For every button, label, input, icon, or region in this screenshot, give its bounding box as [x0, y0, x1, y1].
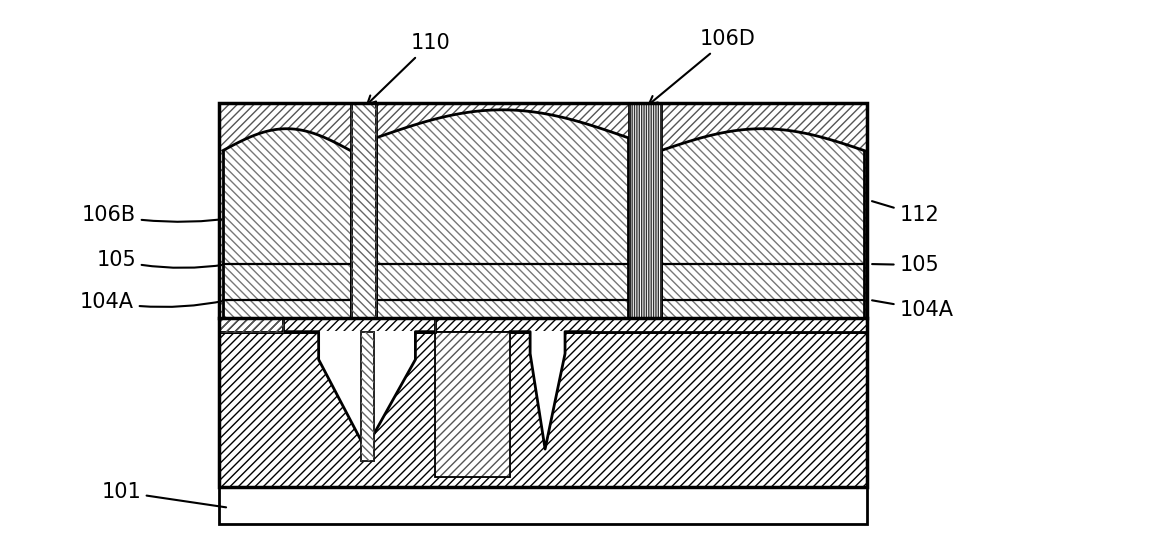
Polygon shape — [661, 129, 864, 318]
Bar — [219, 318, 867, 332]
Bar — [435, 332, 510, 477]
Bar — [219, 332, 867, 487]
Text: 101: 101 — [101, 482, 226, 508]
Text: 105: 105 — [872, 255, 939, 275]
Text: 104A: 104A — [872, 300, 953, 320]
Bar — [219, 332, 867, 487]
Polygon shape — [376, 110, 628, 318]
Bar — [219, 487, 867, 524]
Bar — [350, 103, 376, 318]
Bar — [219, 318, 282, 332]
Bar — [219, 103, 867, 487]
Bar — [629, 103, 661, 318]
Bar — [435, 332, 510, 477]
Polygon shape — [282, 332, 435, 449]
Bar — [219, 103, 867, 318]
Text: 106B: 106B — [82, 191, 328, 225]
Bar — [219, 103, 867, 318]
Bar — [350, 103, 376, 318]
Text: 110: 110 — [367, 33, 450, 105]
Polygon shape — [510, 332, 590, 449]
Bar — [361, 332, 374, 461]
Text: 104A: 104A — [80, 292, 226, 312]
Text: 106D: 106D — [649, 29, 756, 105]
Text: 105: 105 — [96, 250, 226, 270]
Text: 112: 112 — [872, 201, 939, 225]
Bar — [361, 332, 374, 461]
Bar — [435, 332, 510, 477]
Bar — [219, 318, 867, 332]
Polygon shape — [223, 129, 350, 318]
Bar — [629, 103, 661, 318]
